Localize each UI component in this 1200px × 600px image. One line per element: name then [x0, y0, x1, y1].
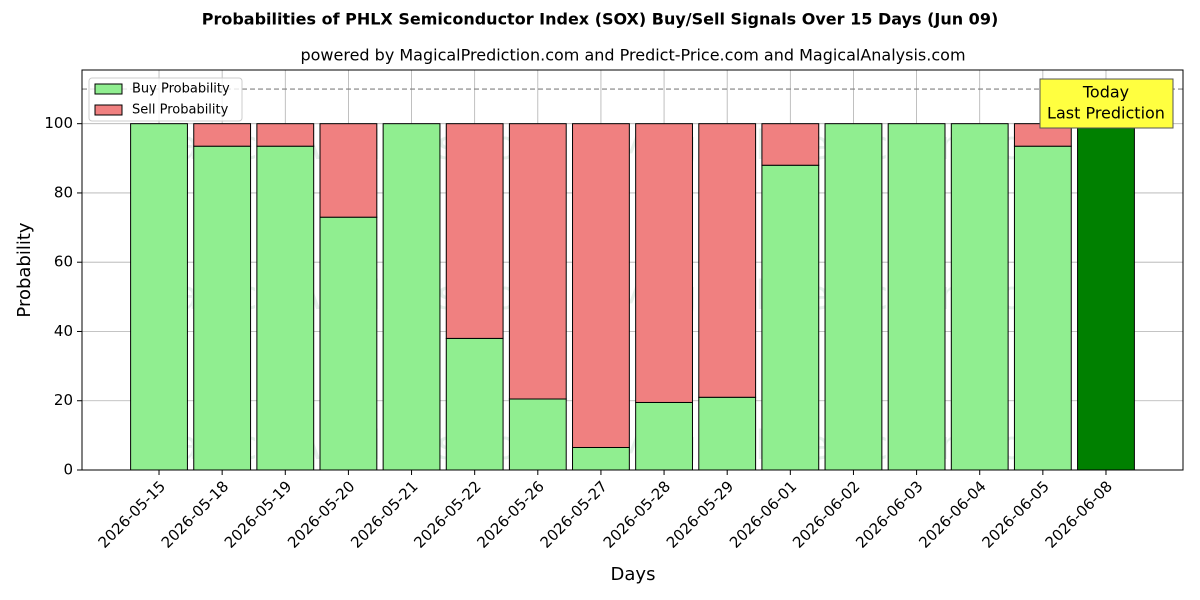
bar [698, 123, 757, 398]
x-tick-label: 2026-05-18 [158, 477, 232, 551]
y-tick-label: 40 [54, 322, 73, 340]
bar [445, 123, 504, 339]
bar [635, 123, 693, 403]
x-tick-label: 2026-05-27 [537, 477, 611, 551]
x-axis-label: Days [611, 564, 656, 585]
y-tick-label: 80 [54, 183, 73, 201]
x-tick-label: 2026-05-28 [600, 477, 674, 551]
legend-swatch [94, 83, 123, 95]
y-tick-label: 100 [44, 114, 73, 132]
y-axis-label: Probability [14, 222, 35, 317]
bar [319, 216, 378, 471]
bar [508, 398, 567, 471]
bar [256, 145, 315, 471]
bar [761, 123, 820, 166]
x-tick-label: 2026-05-19 [221, 477, 295, 551]
x-tick-label: 2026-05-15 [95, 477, 169, 551]
y-tick-label: 20 [54, 391, 73, 409]
chart-title: Probabilities of PHLX Semiconductor Inde… [202, 10, 999, 29]
annotation-text: Last Prediction [1047, 104, 1165, 123]
legend-label: Sell Probability [132, 103, 229, 118]
bar [445, 337, 504, 471]
x-tick-label: 2026-05-20 [284, 477, 358, 551]
chart-subtitle: powered by MagicalPrediction.com and Pre… [300, 46, 965, 65]
x-tick-label: 2026-05-22 [410, 477, 484, 551]
y-tick-label: 60 [54, 253, 73, 271]
y-tick-label: 0 [63, 461, 73, 479]
x-tick-label: 2026-06-05 [978, 477, 1052, 551]
bar [130, 123, 188, 471]
annotation-box [1039, 78, 1174, 129]
x-tick-label: 2026-06-08 [1042, 477, 1116, 551]
x-tick-label: 2026-06-02 [789, 477, 863, 551]
bar [887, 123, 946, 471]
bar [508, 123, 567, 400]
bar [193, 123, 252, 147]
bar [1013, 145, 1072, 471]
bar [572, 446, 630, 471]
legend-box [88, 77, 243, 122]
bar [193, 145, 252, 471]
bar [382, 123, 441, 471]
bar [572, 123, 630, 448]
x-tick-label: 2026-06-01 [726, 477, 800, 551]
bar [256, 123, 315, 147]
bar [824, 123, 883, 471]
x-tick-label: 2026-05-29 [663, 477, 737, 551]
annotation-text: Today [1082, 83, 1129, 102]
x-tick-label: 2026-06-04 [915, 477, 989, 551]
legend-swatch [94, 104, 123, 116]
x-tick-label: 2026-06-03 [852, 477, 926, 551]
bar [319, 123, 378, 218]
x-tick-label: 2026-05-21 [347, 477, 421, 551]
x-tick-label: 2026-05-26 [473, 477, 547, 551]
bar [698, 396, 757, 471]
bar [635, 401, 693, 471]
bar [1077, 123, 1135, 471]
bar [950, 123, 1009, 471]
legend-label: Buy Probability [132, 82, 230, 97]
bar [761, 164, 820, 471]
plot-frame [81, 69, 1184, 471]
